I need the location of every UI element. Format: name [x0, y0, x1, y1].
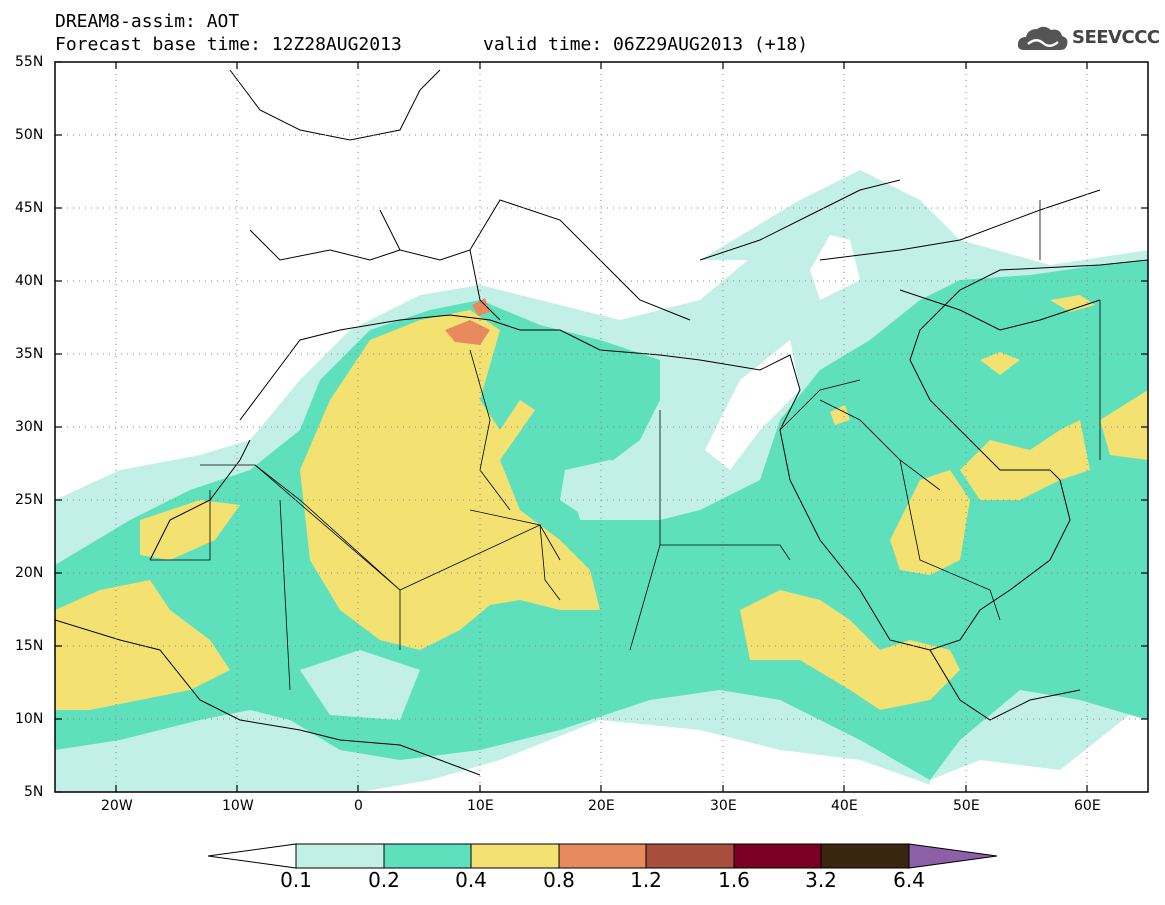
aot-band-0.8: [445, 320, 490, 345]
axis-ticks: [55, 61, 1148, 793]
lat-label: 55N: [15, 54, 44, 70]
lat-label: 20N: [15, 565, 44, 581]
legend-level-label: 1.2: [630, 868, 662, 892]
lat-label: 5N: [24, 784, 44, 800]
coastlines: [55, 69, 1148, 776]
seevccc-logo: SEEVCCC: [1016, 22, 1160, 56]
forecast-base-time: Forecast base time: 12Z28AUG2013: [55, 34, 402, 55]
graticule: [55, 62, 1148, 792]
aot-field: [55, 62, 1148, 792]
legend-level-label: 3.2: [805, 868, 837, 892]
legend-level-label: 6.4: [893, 868, 925, 892]
lat-label: 50N: [15, 127, 44, 143]
lon-label: 10W: [222, 798, 254, 814]
lon-label: 20W: [101, 798, 133, 814]
country-borders: [150, 200, 1101, 691]
lat-label: 45N: [15, 200, 44, 216]
lat-label: 25N: [15, 492, 44, 508]
lat-label: 40N: [15, 273, 44, 289]
valid-time: valid time: 06Z29AUG2013 (+18): [483, 34, 809, 55]
lon-label: 20E: [588, 798, 615, 814]
legend-level-label: 0.1: [280, 868, 312, 892]
legend-level-label: 0.2: [368, 868, 400, 892]
lon-label: 40E: [831, 798, 858, 814]
lat-label: 35N: [15, 346, 44, 362]
aot-band-0.4: [55, 580, 230, 710]
lat-label: 15N: [15, 638, 44, 654]
logo-text: SEEVCCC: [1072, 27, 1160, 48]
legend-level-label: 0.8: [543, 868, 575, 892]
cloud-icon: [1017, 26, 1068, 50]
lon-label: 50E: [953, 798, 980, 814]
lon-label: 30E: [710, 798, 737, 814]
lat-label: 30N: [15, 419, 44, 435]
legend-level-label: 0.4: [455, 868, 487, 892]
lon-label: 0: [354, 798, 363, 814]
lon-label: 60E: [1074, 798, 1101, 814]
legend-level-label: 1.6: [718, 868, 750, 892]
map-title: DREAM8-assim: AOT: [55, 11, 240, 32]
lon-label: 10E: [467, 798, 494, 814]
lat-label: 10N: [15, 711, 44, 727]
